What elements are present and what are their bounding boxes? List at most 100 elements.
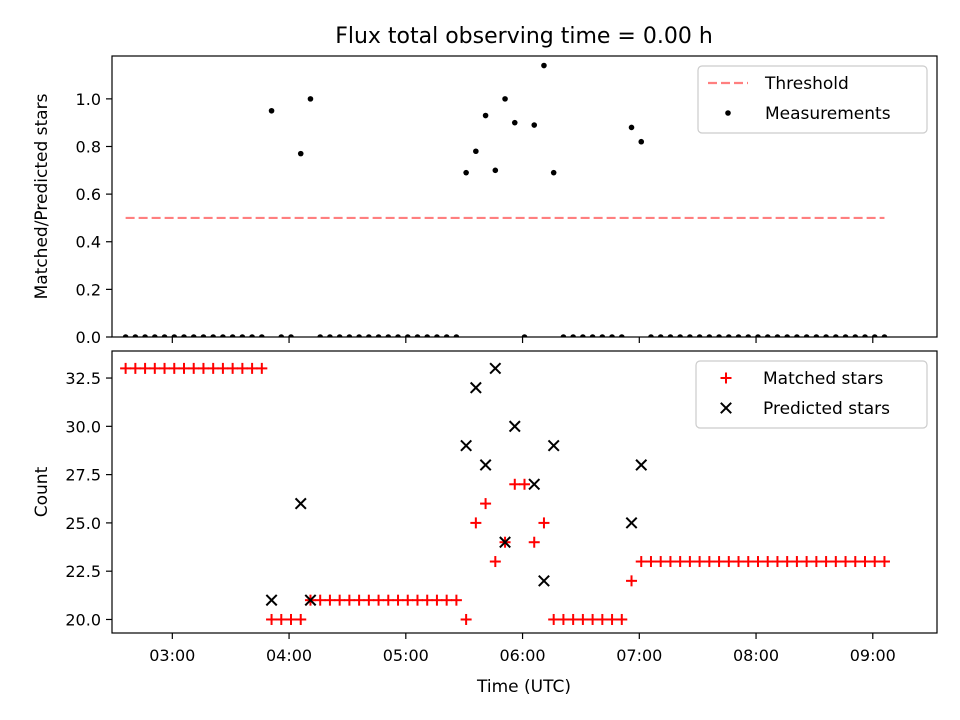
matched-star-point bbox=[713, 556, 725, 568]
y-tick-label: 0.4 bbox=[76, 233, 101, 252]
predicted-star-point bbox=[469, 381, 482, 394]
predicted-star-point bbox=[499, 536, 511, 549]
chart-title: Flux total observing time = 0.00 h bbox=[335, 24, 713, 49]
measurement-point bbox=[755, 334, 761, 337]
axes-frame bbox=[111, 350, 938, 634]
measurement-point bbox=[803, 334, 810, 337]
measurement-point bbox=[716, 334, 722, 337]
measurement-point bbox=[667, 334, 674, 337]
legend-matched-label: Matched stars bbox=[763, 369, 883, 389]
measurement-point bbox=[453, 334, 460, 337]
matched-star-point bbox=[217, 362, 229, 374]
legend-box bbox=[697, 65, 928, 134]
y-tick-label: 0.8 bbox=[76, 137, 101, 156]
matched-star-point bbox=[343, 594, 355, 606]
matched-star-point bbox=[664, 556, 676, 568]
matched-star-point bbox=[139, 362, 151, 374]
matched-star-point bbox=[548, 613, 560, 625]
measurement-point bbox=[628, 124, 635, 131]
measurement-point bbox=[229, 334, 236, 337]
measurement-point bbox=[852, 334, 859, 337]
legend-measurements-swatch bbox=[725, 110, 731, 116]
matched-star-point bbox=[869, 556, 881, 568]
measurement-point bbox=[687, 334, 693, 337]
measurement-point bbox=[473, 148, 479, 155]
predicted-star-point bbox=[460, 439, 473, 452]
matched-star-point bbox=[752, 556, 764, 568]
matched-star-point bbox=[275, 613, 287, 625]
measurement-point bbox=[502, 96, 508, 102]
matched-star-point bbox=[849, 556, 861, 568]
measurement-point bbox=[210, 334, 216, 337]
measurement-point bbox=[307, 96, 314, 102]
matched-star-point bbox=[460, 613, 472, 625]
matched-star-point bbox=[431, 594, 443, 606]
measurement-point bbox=[288, 334, 294, 337]
matched-star-point bbox=[626, 575, 638, 587]
matched-star-point bbox=[840, 556, 852, 568]
predicted-star-point bbox=[265, 594, 278, 607]
measurement-point bbox=[511, 119, 518, 126]
y-axis-label: Count bbox=[32, 466, 52, 517]
matched-star-point bbox=[227, 362, 239, 374]
plot-area bbox=[120, 362, 890, 625]
matched-star-point bbox=[694, 556, 706, 568]
measurement-point bbox=[570, 334, 576, 337]
matched-star-point bbox=[402, 594, 414, 606]
measurement-point bbox=[132, 334, 139, 337]
matched-star-point bbox=[820, 556, 832, 568]
measurement-point bbox=[375, 334, 382, 337]
measurement-point bbox=[589, 334, 596, 337]
matched-star-point bbox=[606, 613, 618, 625]
predicted-star-point bbox=[547, 439, 560, 452]
x-tick-label: 04:00 bbox=[266, 646, 312, 665]
y-tick-label: 22.5 bbox=[65, 562, 101, 581]
matched-star-point bbox=[266, 613, 278, 625]
measurement-point bbox=[259, 334, 265, 337]
measurement-point bbox=[833, 334, 839, 337]
matched-star-point bbox=[655, 556, 667, 568]
measurement-point bbox=[609, 334, 615, 337]
matched-star-point bbox=[314, 594, 326, 606]
matched-star-point bbox=[480, 498, 492, 510]
matched-star-point bbox=[382, 594, 394, 606]
matched-star-point bbox=[236, 362, 248, 374]
x-tick-label: 09:00 bbox=[850, 646, 896, 665]
x-tick-label: 06:00 bbox=[499, 646, 545, 665]
matched-star-point bbox=[742, 556, 754, 568]
measurement-point bbox=[424, 334, 431, 337]
measurement-point bbox=[152, 334, 158, 337]
measurement-point bbox=[745, 334, 752, 337]
measurement-point bbox=[181, 334, 187, 337]
measurement-point bbox=[823, 334, 829, 337]
y-tick-label: 30.0 bbox=[65, 417, 101, 436]
measurement-point bbox=[657, 334, 664, 337]
measurement-point bbox=[327, 334, 333, 337]
measurement-point bbox=[696, 334, 703, 337]
measurement-point bbox=[482, 112, 489, 119]
measurement-point bbox=[881, 334, 888, 337]
matched-star-point bbox=[295, 613, 307, 625]
matched-star-point bbox=[509, 478, 521, 490]
matched-star-point bbox=[810, 556, 822, 568]
predicted-star-point bbox=[489, 362, 502, 375]
matched-star-point bbox=[411, 594, 423, 606]
matched-star-point bbox=[733, 556, 745, 568]
x-tick-label: 07:00 bbox=[616, 646, 662, 665]
measurement-point bbox=[317, 334, 323, 337]
matched-star-point bbox=[801, 556, 813, 568]
matched-star-point bbox=[684, 556, 696, 568]
matched-star-point bbox=[129, 362, 141, 374]
y-tick-label: 0.6 bbox=[76, 185, 101, 204]
legend-matched-swatch bbox=[720, 372, 732, 384]
matched-star-point bbox=[538, 517, 550, 529]
measurement-point bbox=[366, 334, 372, 337]
legend-threshold-label: Threshold bbox=[764, 74, 849, 94]
matched-star-point bbox=[188, 362, 200, 374]
measurement-point bbox=[122, 334, 129, 337]
measurement-point bbox=[346, 334, 353, 337]
matched-star-point bbox=[441, 594, 453, 606]
matched-star-point bbox=[120, 362, 132, 374]
matched-star-point bbox=[159, 362, 171, 374]
measurement-point bbox=[434, 334, 440, 337]
